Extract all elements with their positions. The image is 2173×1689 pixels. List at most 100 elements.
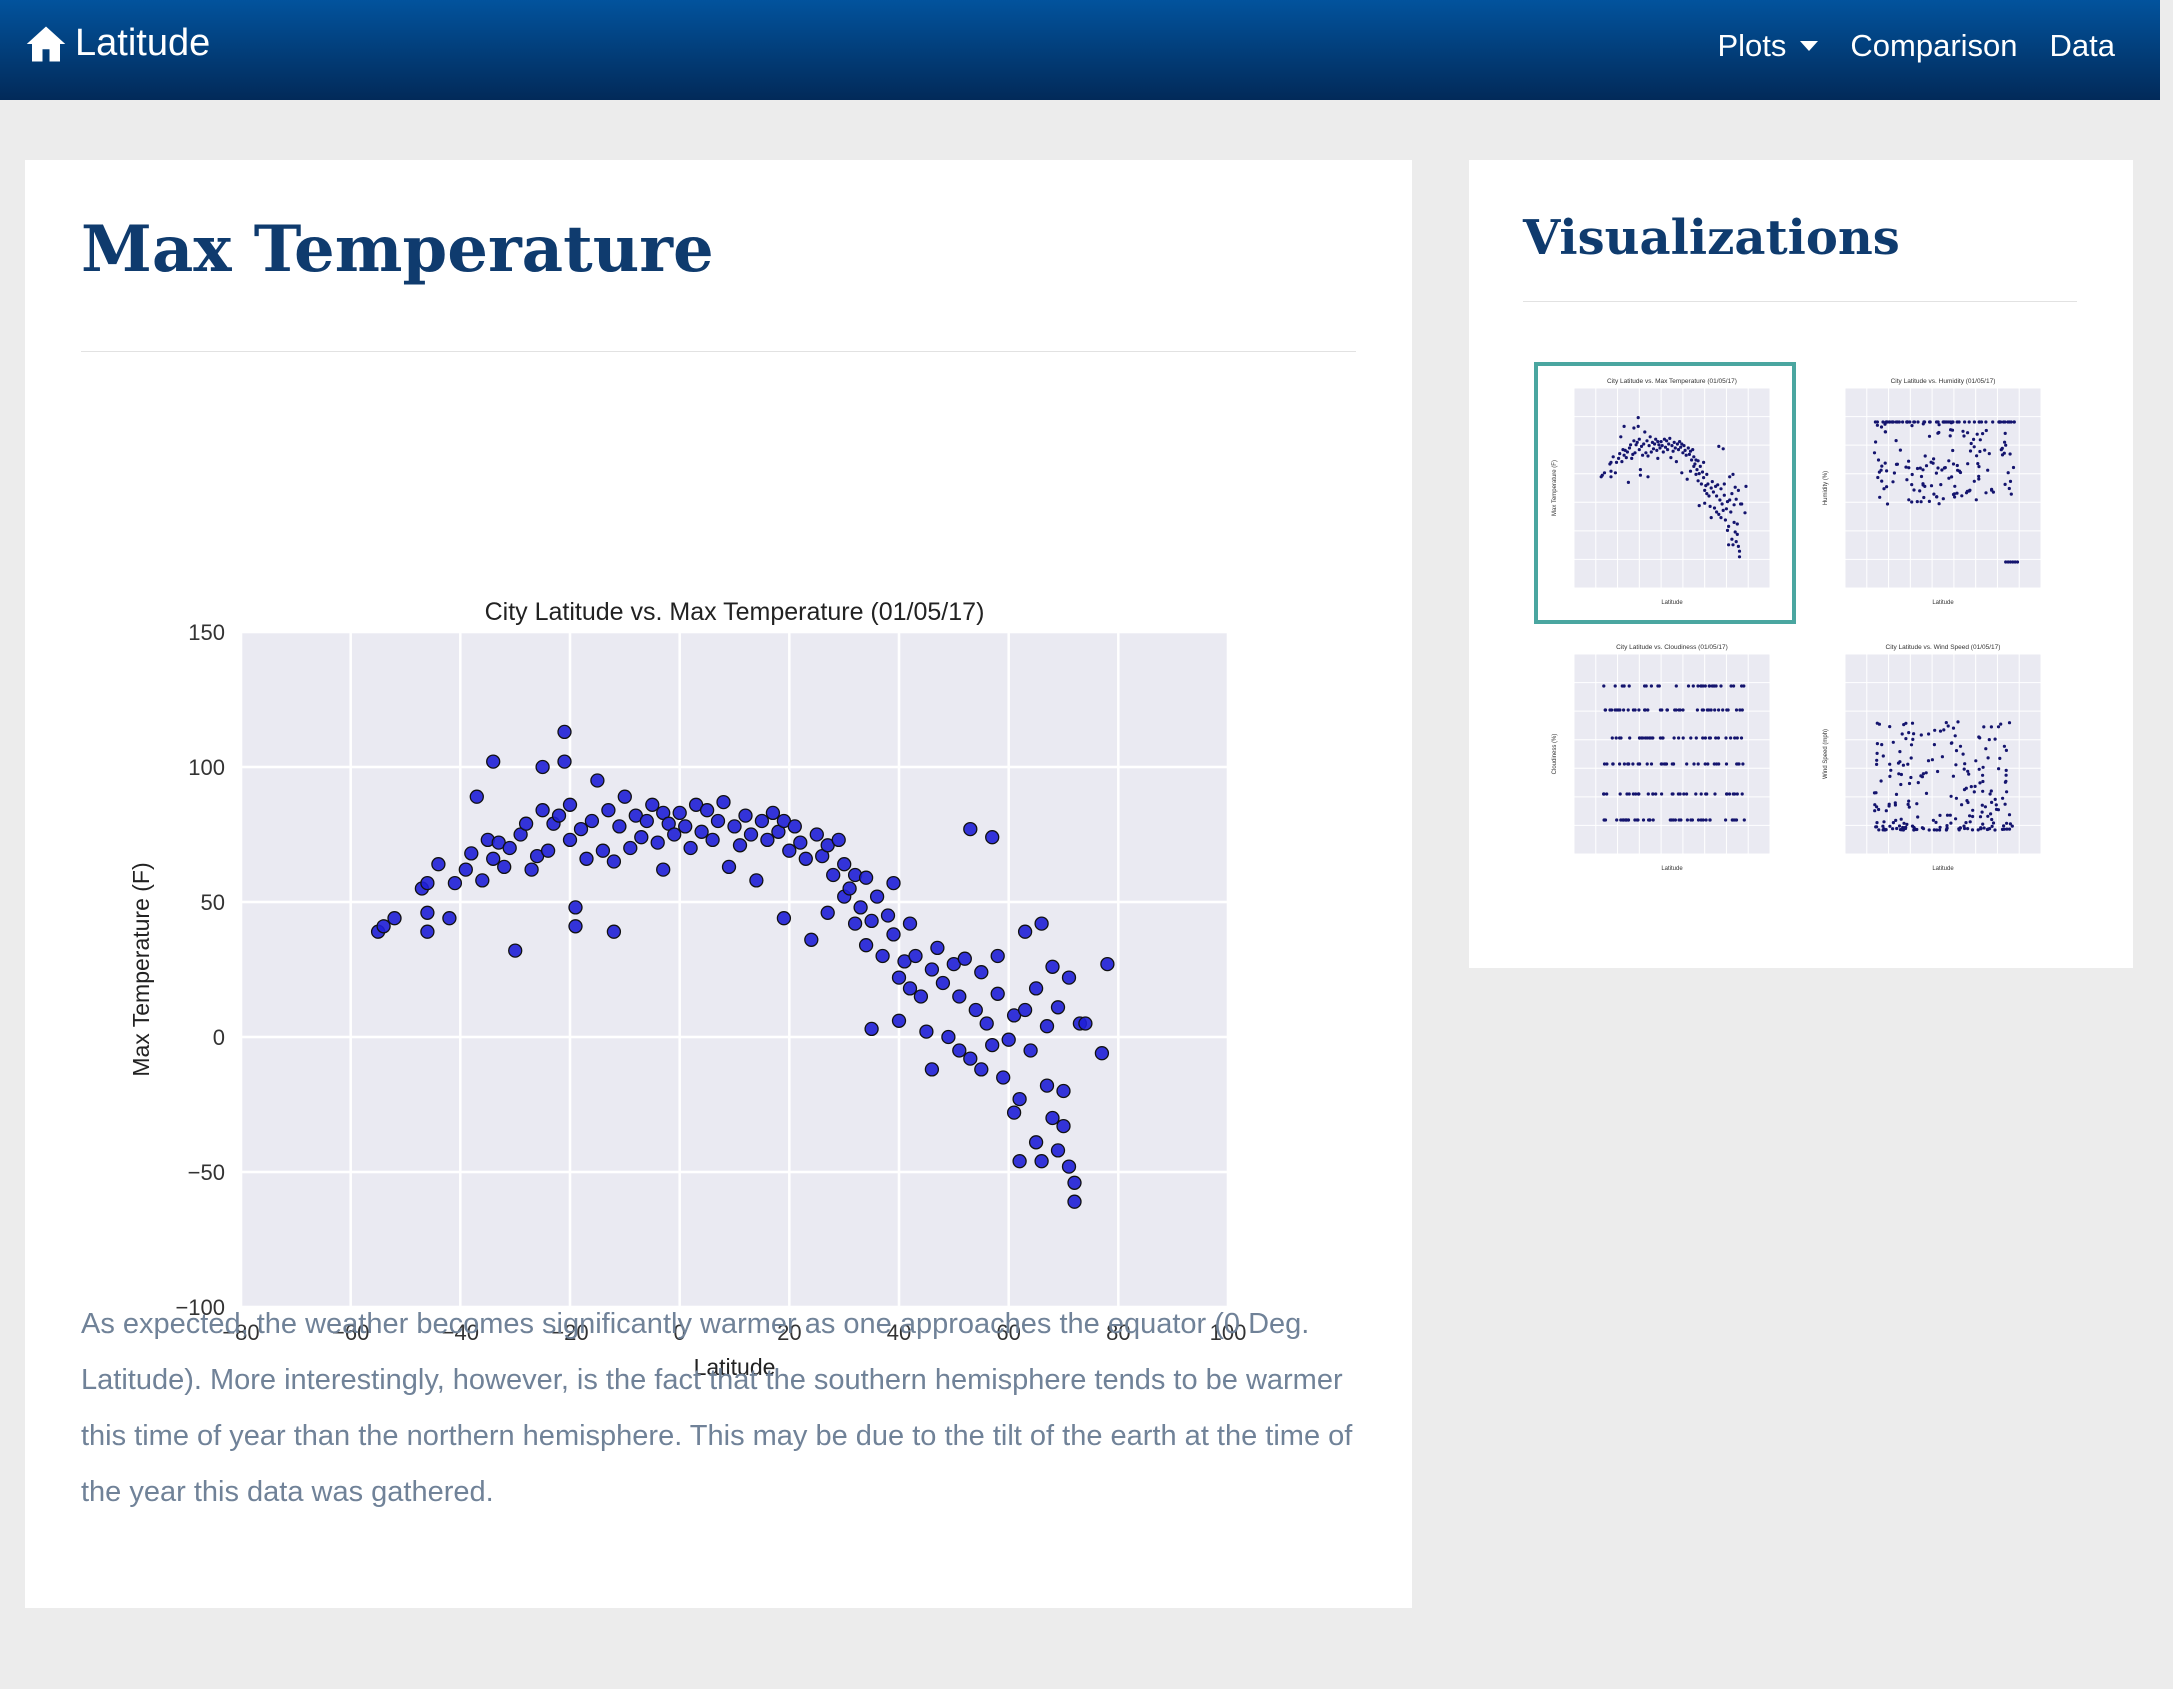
thumbnail-point [1729, 684, 1733, 688]
thumbnail-point [1962, 434, 1966, 438]
thumbnail-point [1703, 684, 1707, 688]
thumbnail-point [1722, 482, 1726, 486]
x-tick-label: 100 [1210, 1320, 1247, 1345]
thumbnail-point [1887, 420, 1891, 424]
thumbnail-point [1974, 498, 1978, 502]
thumbnail-point [1644, 451, 1648, 455]
thumbnail-point [1694, 792, 1698, 796]
thumbnail-point [1948, 813, 1952, 817]
data-point [765, 805, 781, 821]
thumbnail-point [1914, 827, 1918, 832]
thumbnail-point [1703, 501, 1707, 505]
thumbnail-point [1719, 487, 1723, 491]
thumbnail-wind-speed[interactable]: City Latitude vs. Wind Speed (01/05/17) L… [1805, 628, 2067, 890]
thumbnail-point [1900, 732, 1904, 736]
thumbnail-point [1720, 502, 1724, 506]
thumbnail-point [1706, 762, 1710, 766]
thumbnail-point [1972, 479, 1976, 483]
thumbnail-point [1963, 762, 1967, 766]
data-point [1001, 1032, 1016, 1047]
thumbnail-point [1715, 494, 1719, 498]
thumbnail-point [1968, 488, 1972, 492]
thumbnail-point [1681, 736, 1685, 740]
thumbnail-point [1643, 708, 1647, 712]
thumbnail-point [1666, 448, 1670, 452]
thumbnail-point [1932, 457, 1936, 461]
nav-comparison[interactable]: Comparison [1850, 28, 2017, 64]
data-point [1034, 916, 1049, 931]
thumbnail-point [1981, 432, 1985, 436]
x-tick-label: 80 [1106, 1320, 1130, 1345]
thumbnail-point [1977, 767, 1981, 771]
thumbnail-point [1974, 759, 1978, 763]
thumbnail-cloudiness[interactable]: City Latitude vs. Cloudiness (01/05/17) L… [1534, 628, 1796, 890]
thumbnail-point [1874, 440, 1878, 444]
navbar: Latitude Plots Comparison Data [0, 0, 2160, 100]
data-point [442, 911, 457, 926]
thumbnail-point [1636, 416, 1640, 420]
thumbnail-point [1704, 792, 1708, 796]
data-point [562, 832, 578, 848]
thumbnail-point [2004, 748, 2008, 752]
thumbnail-point [1957, 827, 1961, 831]
nav-data[interactable]: Data [2050, 28, 2115, 64]
thumbnail-point [1727, 524, 1731, 528]
thumbnail-point [1733, 736, 1737, 740]
thumbnail-max-temperature[interactable]: City Latitude vs. Max Temperature (01/05… [1534, 362, 1796, 624]
thumbnail-point [1654, 792, 1658, 796]
thumbnail-humidity[interactable]: City Latitude vs. Humidity (01/05/17) Lat… [1805, 362, 2067, 624]
thumbnail-point [1742, 684, 1746, 688]
thumbnail-point [1670, 444, 1674, 448]
thumbnail-point [1954, 763, 1958, 767]
thumbnail-point [2006, 471, 2010, 475]
thumbnail-point [1938, 828, 1942, 832]
thumbnail-point [1609, 475, 1613, 479]
thumbnail-point [1738, 708, 1742, 712]
data-point [672, 805, 687, 821]
thumbnail-point [1981, 765, 1985, 769]
thumbnail-point [1929, 484, 1934, 488]
data-point [573, 821, 589, 837]
thumbnail-point [1725, 500, 1730, 504]
data-point [612, 819, 627, 834]
thumbnail-point [1881, 754, 1885, 758]
thumbnail-point [1634, 443, 1638, 447]
thumbnail-point [1632, 439, 1636, 443]
thumbnail-point [1735, 532, 1739, 536]
thumbnail-point [1618, 762, 1622, 766]
thumbnail-point [1737, 555, 1742, 559]
thumbnail-point [1646, 475, 1650, 479]
thumbnail-point [1701, 708, 1705, 712]
thumbnail-point [1703, 488, 1707, 492]
thumbnail-point [2008, 452, 2012, 456]
data-point [902, 981, 918, 996]
thumbnail-point [1663, 445, 1668, 449]
data-point [891, 970, 907, 985]
thumbnail-point [2006, 420, 2010, 424]
thumbnail-point [1620, 684, 1624, 688]
thumbnail-point [1733, 792, 1737, 796]
data-point [985, 1037, 1000, 1053]
thumbnail-point [1686, 446, 1690, 450]
x-tick-label: 60 [996, 1320, 1020, 1345]
thumbnail-point [1696, 459, 1700, 463]
brand-link[interactable]: Latitude [25, 22, 210, 65]
thumbnail-point [1945, 824, 1949, 828]
thumbnail-point [1648, 736, 1652, 740]
thumbnail-point [1724, 736, 1728, 740]
thumbnail-point [1915, 466, 1920, 471]
thumbnail-point [1883, 461, 1887, 465]
thumbnail-point [1892, 471, 1896, 475]
data-point [1100, 956, 1115, 972]
thumbnail-point [1610, 736, 1614, 740]
y-tick-label: −50 [188, 1160, 225, 1185]
thumbnail-point [1627, 684, 1631, 688]
data-point [431, 857, 446, 872]
thumbnail-point [1919, 500, 1923, 504]
thumbnail-point [1733, 530, 1737, 534]
nav-plots-dropdown[interactable]: Plots [1717, 28, 1819, 64]
thumbnail-point [2003, 431, 2007, 435]
thumbnail-point [1972, 445, 1976, 449]
thumbnail-point [1988, 792, 1992, 796]
thumbnail-point [1711, 684, 1715, 688]
